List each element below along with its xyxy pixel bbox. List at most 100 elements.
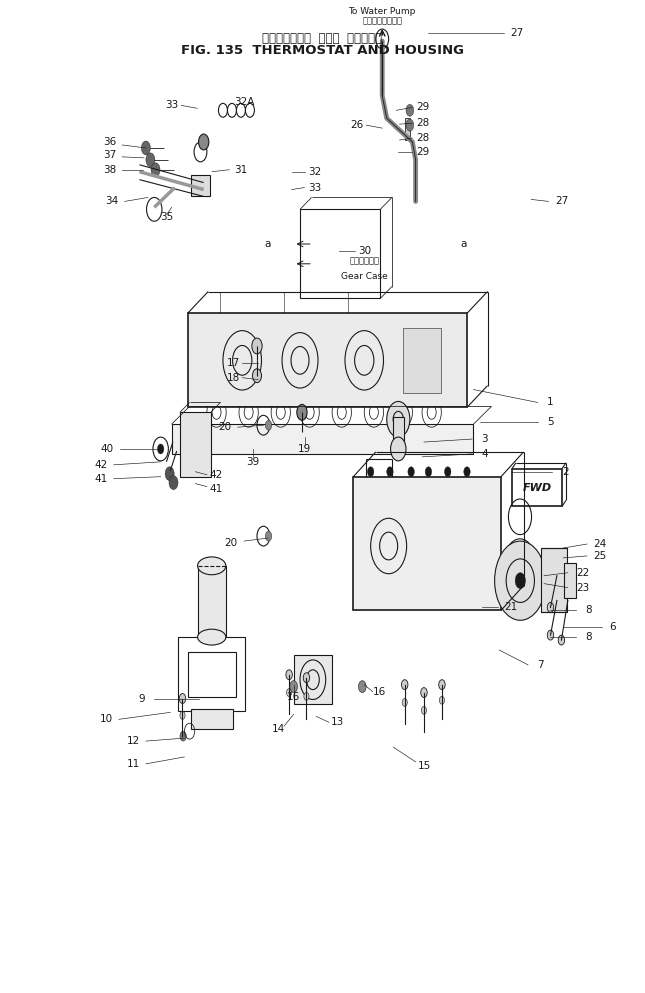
Circle shape [401, 679, 408, 689]
Text: Gear Case: Gear Case [341, 272, 388, 281]
Text: 37: 37 [103, 150, 116, 160]
Circle shape [444, 467, 451, 477]
Circle shape [391, 437, 406, 461]
Circle shape [157, 444, 164, 454]
Circle shape [406, 104, 413, 116]
Circle shape [547, 631, 553, 640]
Text: 30: 30 [358, 246, 371, 256]
Circle shape [265, 531, 272, 541]
Text: 20: 20 [218, 422, 232, 432]
Circle shape [265, 420, 272, 430]
Bar [197, 566, 226, 638]
Circle shape [199, 134, 209, 150]
Bar [191, 709, 233, 729]
Text: 24: 24 [593, 539, 606, 549]
Circle shape [297, 404, 307, 420]
Text: 16: 16 [372, 686, 386, 696]
Circle shape [286, 688, 292, 696]
Bar [353, 477, 501, 611]
Bar [172, 424, 473, 454]
Text: 3: 3 [481, 434, 488, 444]
Circle shape [359, 680, 366, 692]
Text: 13: 13 [331, 717, 344, 727]
Text: 38: 38 [103, 165, 116, 175]
Text: 8: 8 [586, 633, 592, 642]
Circle shape [169, 476, 178, 490]
Text: ギヤーケース: ギヤーケース [349, 256, 379, 265]
Circle shape [179, 693, 186, 703]
Text: 42: 42 [94, 460, 108, 470]
Text: 29: 29 [417, 147, 430, 157]
Circle shape [141, 141, 150, 155]
Text: 33: 33 [165, 100, 178, 110]
Text: 32A: 32A [234, 97, 254, 107]
Text: 35: 35 [161, 213, 174, 222]
Bar [178, 638, 246, 711]
Text: 21: 21 [504, 603, 517, 613]
Circle shape [387, 467, 393, 477]
Text: 40: 40 [101, 444, 114, 454]
Circle shape [439, 679, 445, 689]
Text: 27: 27 [510, 28, 523, 38]
Text: 8: 8 [586, 606, 592, 616]
Text: 11: 11 [126, 759, 140, 769]
Text: 15: 15 [417, 761, 431, 771]
Circle shape [439, 696, 444, 704]
Text: 34: 34 [105, 197, 119, 207]
Circle shape [286, 670, 292, 679]
Text: To Water Pump: To Water Pump [348, 7, 416, 16]
Bar [402, 328, 441, 392]
Text: 19: 19 [298, 444, 311, 454]
Circle shape [252, 368, 261, 382]
Text: 16: 16 [287, 691, 300, 701]
Circle shape [304, 692, 309, 700]
Text: 31: 31 [233, 165, 247, 175]
Circle shape [180, 711, 185, 719]
Text: 17: 17 [227, 357, 241, 367]
Text: 20: 20 [224, 538, 237, 548]
Circle shape [165, 467, 174, 481]
Bar [541, 548, 566, 613]
Circle shape [180, 731, 186, 741]
Text: 23: 23 [576, 583, 590, 593]
Text: 27: 27 [555, 197, 568, 207]
Circle shape [408, 467, 414, 477]
Circle shape [406, 119, 413, 131]
Circle shape [421, 687, 427, 697]
Text: a: a [264, 239, 271, 249]
Text: 28: 28 [417, 118, 430, 128]
Text: 28: 28 [417, 133, 430, 143]
Text: 9: 9 [138, 694, 144, 704]
Text: FIG. 135  THERMOSTAT AND HOUSING: FIG. 135 THERMOSTAT AND HOUSING [181, 45, 464, 58]
Circle shape [495, 541, 546, 621]
Text: 33: 33 [308, 183, 321, 193]
Bar [564, 563, 575, 599]
Circle shape [464, 467, 470, 477]
Circle shape [151, 163, 160, 177]
Text: 2: 2 [562, 467, 569, 477]
Text: 6: 6 [610, 623, 616, 633]
Circle shape [368, 467, 374, 477]
Text: 41: 41 [94, 474, 108, 484]
Ellipse shape [197, 630, 226, 645]
Circle shape [252, 338, 262, 354]
Text: 39: 39 [246, 457, 260, 467]
Text: 5: 5 [547, 417, 554, 427]
Text: 25: 25 [593, 551, 606, 561]
Bar [300, 210, 381, 299]
Bar [188, 314, 467, 407]
Text: サーモスタット  および  ハウジング: サーモスタット および ハウジング [263, 32, 382, 45]
Text: 29: 29 [417, 102, 430, 112]
Text: 22: 22 [576, 568, 590, 578]
Circle shape [547, 603, 553, 613]
Bar [188, 652, 236, 696]
Text: 7: 7 [537, 659, 544, 670]
Bar [404, 118, 410, 140]
Circle shape [421, 706, 426, 714]
Bar [512, 469, 562, 506]
Text: 26: 26 [350, 120, 363, 130]
Text: 1: 1 [547, 397, 554, 407]
Text: 12: 12 [126, 736, 140, 746]
Text: 32: 32 [308, 167, 321, 177]
Text: a: a [461, 239, 467, 249]
